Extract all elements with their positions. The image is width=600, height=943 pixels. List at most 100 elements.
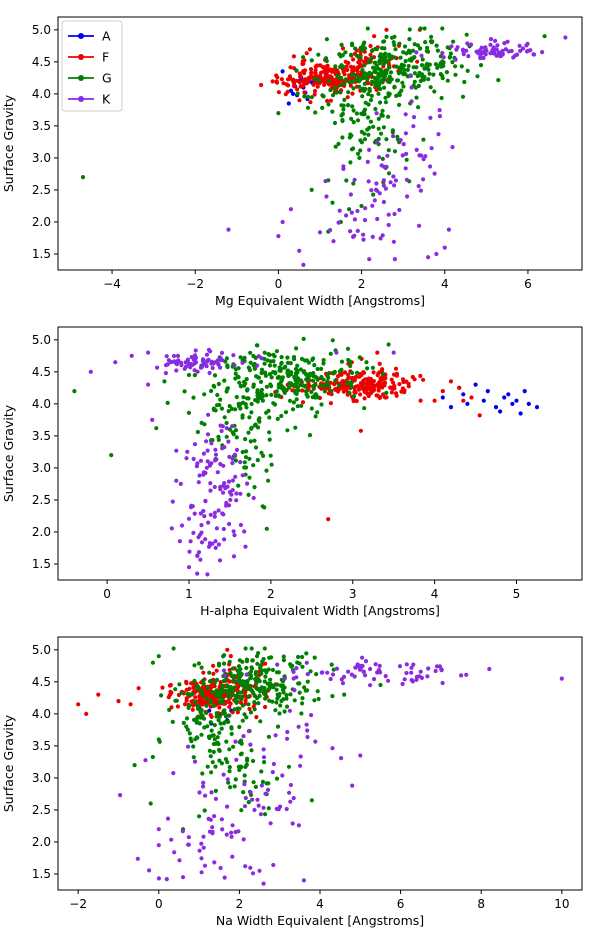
data-point-g [246, 694, 251, 700]
data-point-g [269, 392, 274, 397]
data-point-k [304, 722, 309, 727]
data-point-g [209, 728, 214, 733]
data-point-k [298, 763, 303, 768]
data-point-g [260, 398, 265, 403]
data-point-k [150, 417, 155, 422]
data-point-g [340, 118, 345, 124]
data-point-k [206, 347, 211, 352]
data-point-f [336, 374, 341, 379]
data-point-g [426, 77, 431, 82]
data-point-g [246, 492, 251, 497]
data-point-k [378, 236, 383, 241]
data-point-g [275, 682, 280, 687]
data-point-g [256, 375, 261, 380]
data-point-g [156, 737, 161, 742]
data-point-g [298, 367, 303, 372]
data-point-g [276, 374, 281, 379]
data-point-g [252, 707, 257, 712]
data-point-g [412, 79, 417, 84]
data-point-f [375, 350, 380, 355]
data-point-k [192, 759, 198, 764]
legend-label: K [102, 92, 111, 107]
data-point-k [361, 237, 366, 242]
data-point-k [207, 370, 212, 376]
data-point-g [248, 360, 253, 365]
data-point-g [427, 71, 432, 76]
data-point-k [360, 655, 365, 660]
data-point-k [454, 47, 459, 52]
data-point-k [210, 541, 215, 546]
data-point-g [284, 693, 289, 698]
data-point-g [217, 699, 222, 705]
data-point-f [362, 381, 367, 386]
data-point-g [261, 453, 266, 458]
data-point-a [448, 405, 454, 410]
data-point-g [197, 814, 202, 819]
data-point-k [352, 217, 357, 222]
data-point-k [201, 834, 206, 839]
data-point-g [238, 674, 243, 679]
data-point-k [491, 45, 496, 50]
data-point-k [305, 734, 310, 740]
data-point-g [267, 655, 272, 660]
data-point-g [293, 425, 298, 430]
data-point-g [80, 175, 86, 180]
data-point-g [241, 790, 246, 795]
data-point-k [404, 670, 409, 676]
data-point-g [426, 49, 431, 54]
data-point-k [375, 216, 380, 222]
data-point-g [202, 392, 207, 397]
data-point-a [280, 69, 285, 74]
data-point-g [259, 367, 265, 372]
data-point-k [366, 179, 371, 184]
data-point-g [195, 703, 201, 709]
data-point-g [204, 703, 209, 708]
data-point-k [280, 219, 285, 225]
data-point-f [353, 390, 358, 395]
data-point-k [353, 665, 358, 670]
data-point-k [466, 54, 471, 59]
data-point-g [451, 39, 456, 44]
data-point-k [414, 50, 419, 55]
data-point-f [350, 91, 355, 96]
data-point-f [211, 663, 216, 668]
data-point-g [218, 397, 223, 402]
y-tick-label: 2.0 [32, 215, 51, 229]
data-point-k [195, 553, 200, 558]
data-point-g [240, 703, 245, 708]
data-point-k [206, 357, 211, 362]
data-point-g [376, 126, 381, 131]
data-point-g [447, 55, 452, 60]
data-point-k [400, 681, 405, 687]
data-point-g [225, 386, 230, 391]
data-point-k [222, 673, 227, 678]
data-point-f [328, 98, 333, 103]
data-point-k [350, 783, 355, 788]
data-point-k [206, 412, 211, 417]
data-point-g [233, 458, 238, 463]
data-point-f [394, 373, 399, 378]
data-point-g [214, 714, 219, 719]
data-point-f [354, 398, 359, 404]
data-point-k [241, 734, 246, 739]
data-point-k [450, 145, 455, 150]
y-tick-label: 3.0 [32, 151, 51, 165]
data-point-g [202, 808, 207, 813]
data-point-g [162, 379, 167, 384]
data-point-g [337, 90, 342, 95]
data-point-k [204, 465, 209, 470]
data-point-k [88, 369, 93, 374]
data-point-g [273, 708, 278, 713]
data-point-f [275, 75, 280, 80]
data-point-g [281, 658, 286, 663]
data-point-f [276, 90, 281, 95]
data-point-f [312, 92, 317, 97]
data-point-k [213, 452, 219, 457]
data-point-k [224, 426, 229, 431]
data-point-g [291, 355, 297, 360]
data-point-k [246, 729, 251, 734]
data-point-k [171, 771, 176, 776]
data-point-g [376, 116, 381, 121]
data-point-k [411, 115, 417, 120]
